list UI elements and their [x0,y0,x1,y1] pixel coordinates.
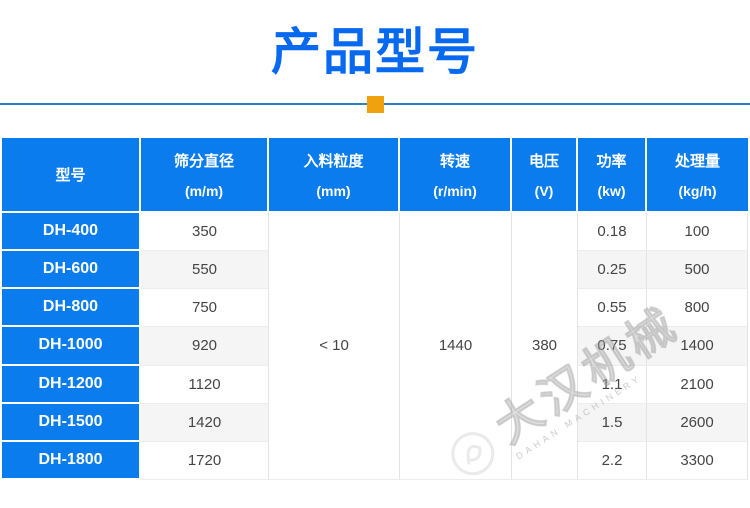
voltage-cell: 380 [512,213,578,480]
header-voltage-unit: (V) [534,183,554,199]
header-model: 型号 [2,138,141,213]
model-cell: DH-800 [2,289,141,328]
model-cell: DH-600 [2,251,141,290]
capacity-cell: 1400 [647,327,748,366]
header-diameter: 筛分直径 (m/m) [141,138,269,213]
diameter-cell: 550 [141,251,269,290]
feed-size-cell: < 10 [269,213,400,480]
diameter-cell: 1120 [141,365,269,404]
capacity-cell: 2600 [647,403,748,442]
power-cell: 2.2 [578,441,647,480]
capacity-cell: 500 [647,251,748,290]
capacity-cell: 3300 [647,441,748,480]
header-capacity-unit: (kg/h) [678,183,717,199]
power-cell: 0.25 [578,251,647,290]
header-speed: 转速 (r/min) [400,138,512,213]
header-voltage-label: 电压 [528,153,559,170]
model-cell: DH-400 [2,213,141,252]
speed-cell: 1440 [400,213,512,480]
header-capacity-label: 处理量 [674,153,720,170]
header-speed-unit: (r/min) [433,183,477,199]
header-feed-size-label: 入料粒度 [303,153,364,170]
header-power: 功率 (kw) [578,138,647,213]
header-voltage: 电压 (V) [512,138,578,213]
page-title: 产品型号 [271,24,479,80]
diameter-cell: 1420 [141,403,269,442]
model-cell: DH-1800 [2,441,141,480]
diameter-cell: 750 [141,289,269,328]
power-cell: 0.55 [578,289,647,328]
model-cell: DH-1200 [2,365,141,404]
power-cell: 0.18 [578,213,647,252]
spec-table: 型号 筛分直径 (m/m) 入料粒度 (mm) 转速 (r/min) 电压 (V… [2,138,748,480]
model-cell: DH-1500 [2,403,141,442]
header-capacity: 处理量 (kg/h) [647,138,748,213]
header-feed-size: 入料粒度 (mm) [269,138,400,213]
diameter-cell: 350 [141,213,269,252]
header-model-label: 型号 [55,167,86,184]
header-power-unit: (kw) [597,183,626,199]
model-cell: DH-1000 [2,327,141,366]
diameter-cell: 1720 [141,441,269,480]
capacity-cell: 2100 [647,365,748,404]
header-diameter-unit: (m/m) [184,183,224,199]
power-cell: 0.75 [578,327,647,366]
capacity-cell: 100 [647,213,748,252]
header-power-label: 功率 [596,153,627,170]
divider-accent-square [367,96,384,113]
header-speed-label: 转速 [439,153,470,170]
capacity-cell: 800 [647,289,748,328]
power-cell: 1.5 [578,403,647,442]
header-diameter-label: 筛分直径 [173,153,234,170]
header-feed-size-unit: (mm) [316,183,351,199]
diameter-cell: 920 [141,327,269,366]
power-cell: 1.1 [578,365,647,404]
